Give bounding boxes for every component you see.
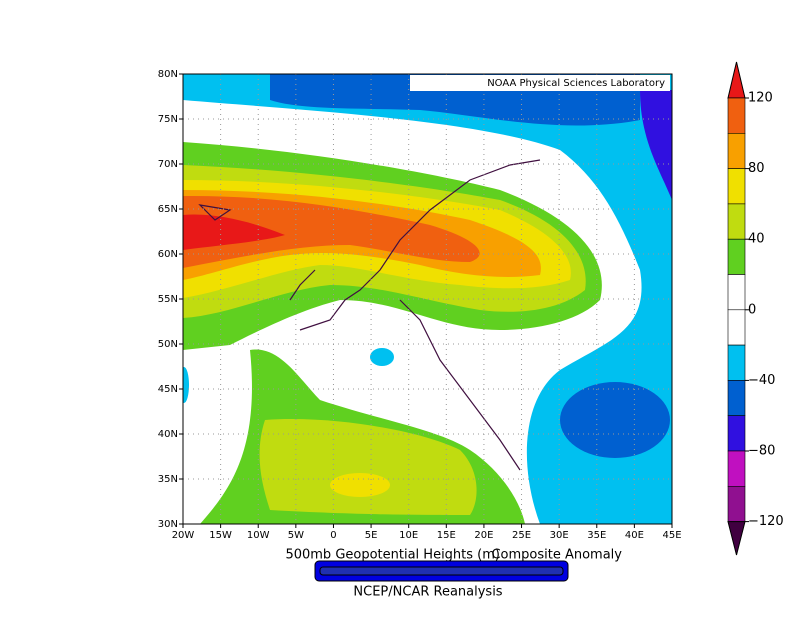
colorbar-bin (727, 238, 746, 275)
lon-label: 0 (330, 530, 336, 541)
colorbar-label: −80 (748, 444, 775, 459)
colorbar-bin (727, 168, 746, 205)
lat-label: 55N (158, 294, 178, 305)
colorbar-top (727, 61, 746, 99)
colorbar-bin (727, 415, 746, 452)
anomaly-field (183, 74, 672, 524)
colorbar-label: 0 (748, 302, 756, 317)
lat-label: 80N (158, 69, 178, 80)
subcaption: Composite Anomaly (491, 548, 622, 563)
lon-label: 15W (209, 530, 232, 541)
logo-bar-inner (319, 566, 564, 576)
lat-label: 40N (158, 429, 178, 440)
lat-label: 50N (158, 339, 178, 350)
colorbar-bin (727, 450, 746, 487)
lon-label: 15E (437, 530, 456, 541)
lon-label: 45E (662, 530, 681, 541)
colorbar-bin (727, 274, 746, 311)
colorbar-label: −40 (748, 373, 775, 388)
lat-label: 30N (158, 519, 178, 530)
lon-label: 35E (587, 530, 606, 541)
colorbar-bin (727, 97, 746, 134)
colorbar-bin (727, 133, 746, 169)
credit: NOAA Physical Sciences Laboratory (487, 78, 665, 89)
lat-label: 35N (158, 474, 178, 485)
colorbar: 120 80 40 0 −40 −80 −120 (727, 61, 784, 556)
lon-label: 5E (365, 530, 378, 541)
colorbar-bin (727, 309, 746, 346)
credit-box (410, 75, 670, 91)
lon-label: 30E (550, 530, 569, 541)
colorbar-label: −120 (748, 514, 784, 529)
lat-label: 70N (158, 159, 178, 170)
lat-label: 65N (158, 204, 178, 215)
lon-label: 10W (247, 530, 270, 541)
colorbar-bottom (727, 521, 746, 556)
source: NCEP/NCAR Reanalysis (353, 585, 502, 600)
lat-label: 75N (158, 114, 178, 125)
colorbar-bin (727, 344, 746, 381)
colorbar-bin (727, 203, 746, 240)
lat-label: 60N (158, 249, 178, 260)
caption: 500mb Geopotential Heights (m) (285, 548, 500, 563)
lon-label: 20E (474, 530, 493, 541)
lat-label: 45N (158, 384, 178, 395)
lon-label: 25E (512, 530, 531, 541)
lon-label: 40E (625, 530, 644, 541)
lon-label: 10E (399, 530, 418, 541)
colorbar-bin (727, 380, 746, 416)
colorbar-label: 80 (748, 161, 765, 176)
colorbar-bin (727, 485, 746, 522)
colorbar-label: 120 (748, 91, 773, 106)
lon-label: 20W (172, 530, 195, 541)
colorbar-label: 40 (748, 232, 765, 247)
lon-label: 5W (288, 530, 304, 541)
